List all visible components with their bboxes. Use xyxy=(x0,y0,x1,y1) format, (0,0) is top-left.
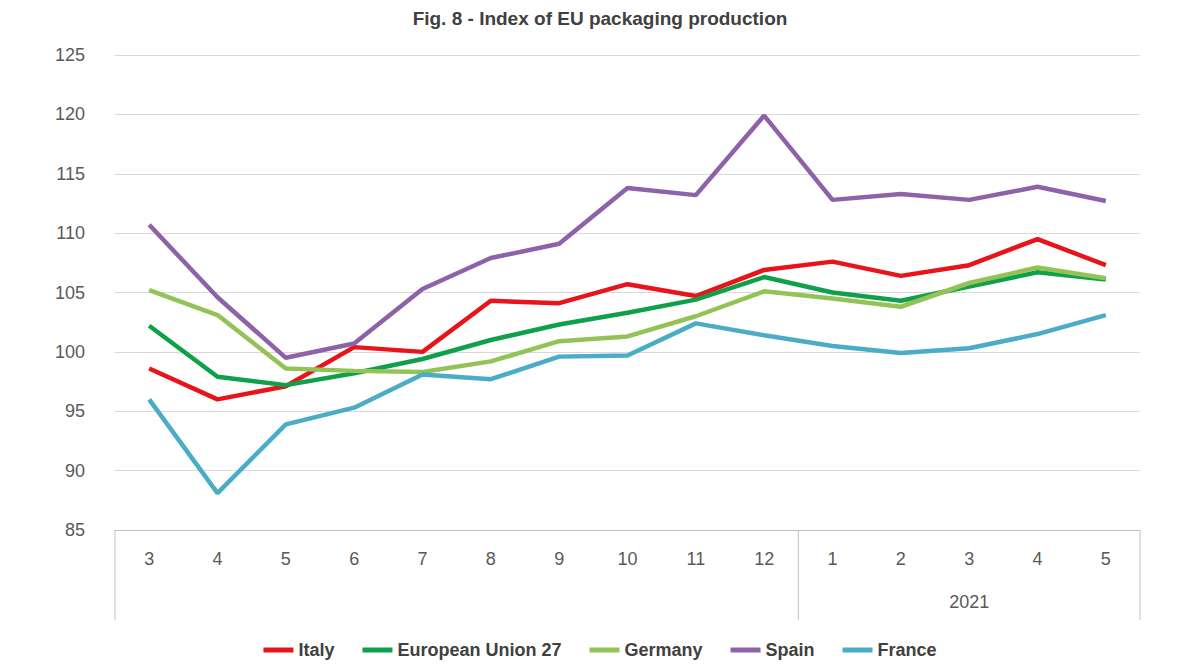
svg-text:125: 125 xyxy=(55,45,85,65)
svg-text:3: 3 xyxy=(964,549,974,569)
svg-text:Fig. 8 - Index of EU packaging: Fig. 8 - Index of EU packaging productio… xyxy=(413,8,788,29)
svg-text:Italy: Italy xyxy=(298,640,334,660)
svg-text:12: 12 xyxy=(754,549,774,569)
svg-text:10: 10 xyxy=(617,549,637,569)
svg-text:Spain: Spain xyxy=(766,640,815,660)
svg-text:90: 90 xyxy=(65,461,85,481)
svg-text:9: 9 xyxy=(554,549,564,569)
svg-text:115: 115 xyxy=(56,164,85,184)
svg-text:5: 5 xyxy=(1101,549,1111,569)
svg-text:Germany: Germany xyxy=(624,640,702,660)
svg-text:3: 3 xyxy=(144,549,154,569)
svg-text:2: 2 xyxy=(896,549,906,569)
svg-text:11: 11 xyxy=(686,549,705,569)
svg-text:6: 6 xyxy=(349,549,359,569)
svg-text:France: France xyxy=(878,640,937,660)
svg-text:85: 85 xyxy=(65,520,85,540)
svg-text:110: 110 xyxy=(56,223,85,243)
svg-text:European Union 27: European Union 27 xyxy=(397,640,561,660)
svg-text:95: 95 xyxy=(65,401,85,421)
svg-text:4: 4 xyxy=(1032,549,1042,569)
svg-text:7: 7 xyxy=(417,549,427,569)
svg-text:8: 8 xyxy=(486,549,496,569)
svg-text:5: 5 xyxy=(281,549,291,569)
svg-text:4: 4 xyxy=(212,549,222,569)
svg-text:2021: 2021 xyxy=(949,592,989,612)
svg-text:120: 120 xyxy=(55,104,85,124)
svg-text:1: 1 xyxy=(827,549,837,569)
svg-text:105: 105 xyxy=(55,283,85,303)
svg-text:100: 100 xyxy=(55,342,85,362)
